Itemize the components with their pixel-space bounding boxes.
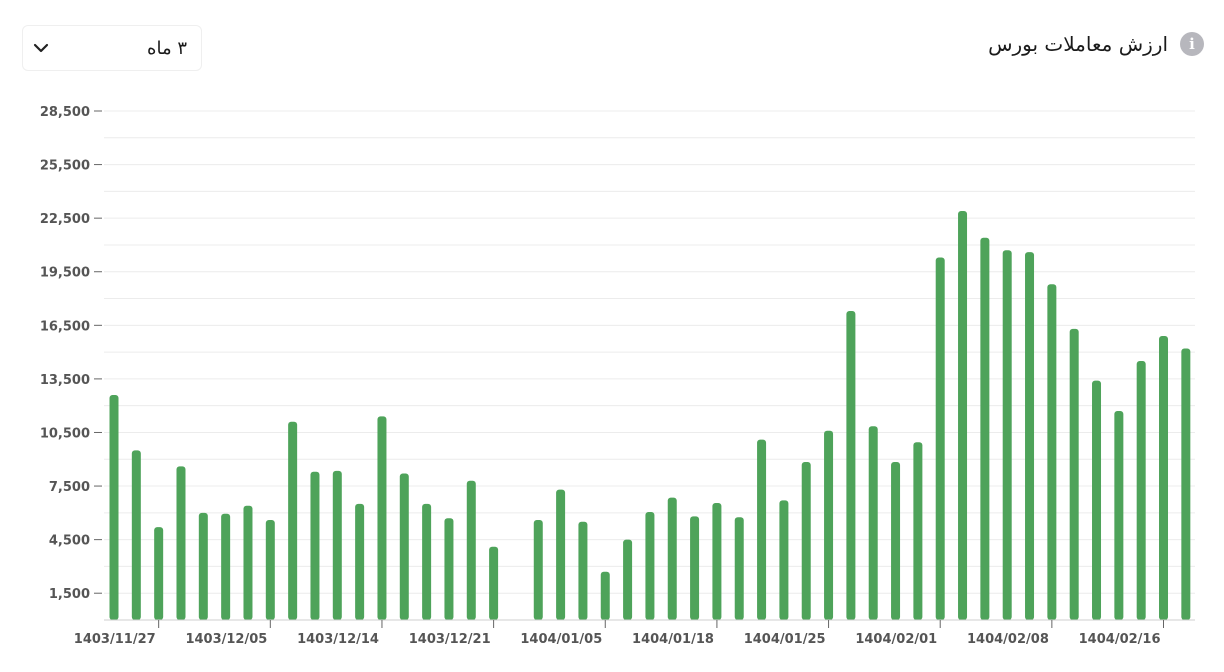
bar — [779, 500, 789, 620]
bar — [310, 471, 320, 620]
bar — [891, 461, 901, 620]
bar — [176, 466, 186, 620]
y-tick-label: 22,500 — [40, 212, 90, 227]
chevron-down-icon — [33, 43, 49, 53]
bar — [690, 516, 700, 620]
y-tick-label: 16,500 — [40, 319, 90, 334]
y-tick-label: 19,500 — [40, 266, 90, 281]
bar — [243, 505, 253, 620]
period-select[interactable]: ۳ ماه — [22, 25, 202, 71]
bar — [913, 442, 923, 620]
bar — [355, 503, 365, 620]
bar — [1136, 361, 1146, 620]
x-tick-label: 1404/02/16 — [1079, 632, 1161, 647]
x-tick-label: 1404/02/08 — [967, 632, 1049, 647]
bar — [533, 519, 543, 620]
bar — [1092, 380, 1102, 620]
chart-title: ارزش معاملات بورس — [988, 32, 1168, 56]
x-tick-label: 1404/01/18 — [632, 632, 714, 647]
bar — [667, 497, 677, 620]
bar — [600, 571, 610, 620]
bar — [109, 394, 119, 620]
bar — [221, 513, 231, 620]
bar — [288, 421, 298, 620]
bar — [1181, 348, 1191, 620]
bar — [801, 461, 811, 620]
bar — [444, 518, 454, 620]
bar — [265, 519, 275, 620]
bar — [1069, 328, 1079, 620]
bar — [734, 517, 744, 620]
x-tick-label: 1403/12/21 — [409, 632, 491, 647]
bar — [154, 527, 164, 620]
bar — [131, 450, 141, 620]
y-tick-label: 4,500 — [49, 534, 90, 549]
period-select-value: ۳ ماه — [147, 37, 187, 59]
bar — [198, 512, 208, 620]
bar — [377, 416, 387, 620]
bar — [623, 539, 633, 620]
bar — [1025, 252, 1035, 620]
bar — [1159, 336, 1169, 620]
x-tick-label: 1404/02/01 — [855, 632, 937, 647]
bar — [556, 489, 566, 620]
bar — [489, 546, 499, 620]
x-tick-label: 1403/11/27 — [74, 632, 156, 647]
bar — [399, 473, 409, 620]
bar — [645, 511, 655, 620]
x-tick-label: 1403/12/05 — [185, 632, 267, 647]
bar — [712, 503, 722, 620]
x-tick-label: 1404/01/25 — [744, 632, 826, 647]
y-tick-label: 25,500 — [40, 159, 90, 174]
bar — [332, 470, 342, 620]
bar — [1047, 284, 1057, 620]
x-tick-label: 1403/12/14 — [297, 632, 379, 647]
bar — [824, 430, 834, 620]
bar — [958, 211, 968, 620]
bar — [422, 503, 432, 620]
bar — [980, 237, 990, 620]
bar — [846, 311, 856, 620]
bar — [466, 480, 476, 620]
chart-header: ارزش معاملات بورس i — [988, 32, 1204, 56]
bar — [1114, 411, 1124, 620]
bar — [578, 521, 588, 620]
y-tick-label: 1,500 — [49, 587, 90, 602]
y-tick-label: 10,500 — [40, 426, 90, 441]
bar — [868, 426, 878, 620]
bar — [935, 257, 945, 620]
y-tick-label: 28,500 — [40, 105, 90, 120]
bar — [1002, 250, 1012, 620]
y-tick-label: 7,500 — [49, 480, 90, 495]
x-tick-label: 1404/01/05 — [520, 632, 602, 647]
y-tick-label: 13,500 — [40, 373, 90, 388]
info-icon[interactable]: i — [1180, 32, 1204, 56]
bar — [757, 439, 767, 620]
